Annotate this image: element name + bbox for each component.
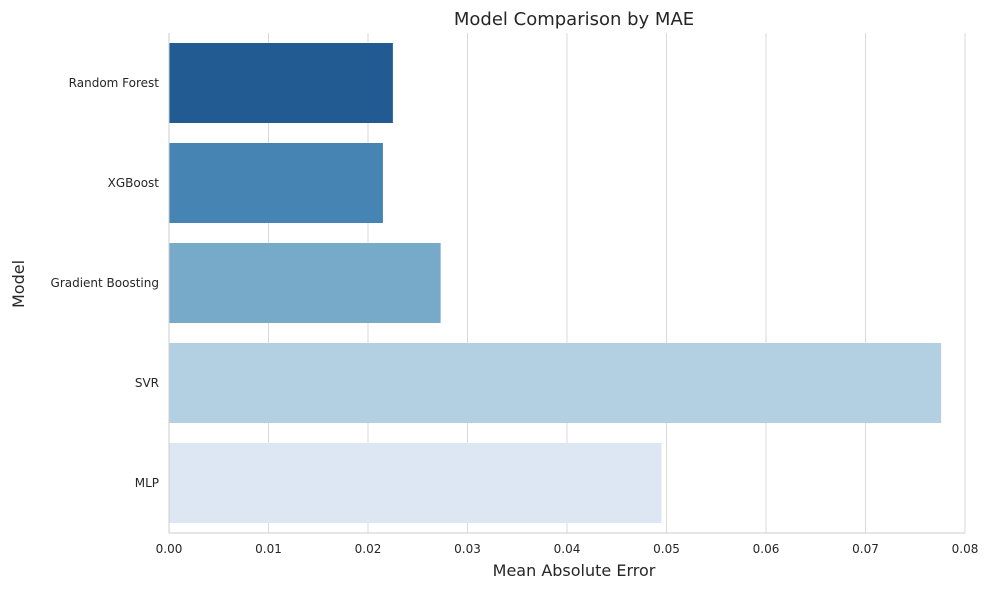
x-tick-label: 0.07 — [852, 542, 879, 556]
y-tick-label: SVR — [135, 376, 159, 390]
y-axis-title: Model — [9, 260, 28, 308]
x-tick-label: 0.03 — [454, 542, 481, 556]
y-tick-label: Random Forest — [69, 76, 160, 90]
bar-svr — [169, 343, 942, 423]
chart-title: Model Comparison by MAE — [454, 9, 694, 30]
y-tick-label: Gradient Boosting — [51, 276, 159, 290]
x-tick-label: 0.04 — [554, 542, 581, 556]
x-tick-label: 0.06 — [753, 542, 780, 556]
x-tick-labels: 0.00 0.01 0.02 0.03 0.04 0.05 0.06 0.07 0.08 — [156, 542, 979, 556]
x-tick-label: 0.00 — [156, 542, 183, 556]
bars — [169, 43, 942, 523]
x-tick-label: 0.05 — [653, 542, 680, 556]
x-axis-title: Mean Absolute Error — [493, 561, 656, 580]
y-tick-label: MLP — [135, 476, 159, 490]
y-tick-label: XGBoost — [108, 176, 160, 190]
x-tick-label: 0.02 — [355, 542, 382, 556]
x-tick-label: 0.08 — [952, 542, 979, 556]
bar-random-forest — [169, 43, 393, 123]
axes — [168, 33, 965, 534]
x-tick-label: 0.01 — [255, 542, 282, 556]
bar-gradient-boosting — [169, 243, 441, 323]
y-tick-labels: Random Forest XGBoost Gradient Boosting SVR… — [51, 76, 160, 490]
bar-mlp — [169, 443, 662, 523]
bar-xgboost — [169, 143, 383, 223]
